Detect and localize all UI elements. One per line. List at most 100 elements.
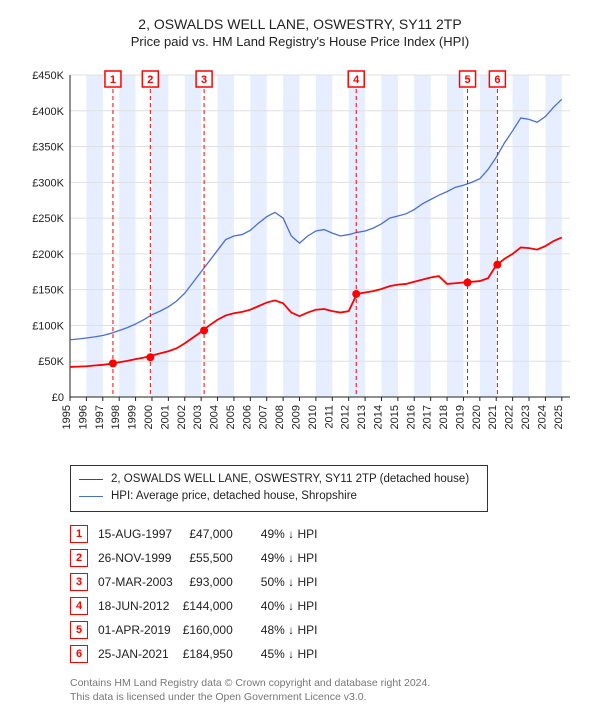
badge-icon: 5	[70, 621, 88, 639]
marker-dot	[352, 290, 360, 298]
badge-icon: 4	[70, 597, 88, 615]
marker-badge-label: 3	[201, 74, 207, 86]
x-tick-label: 2005	[225, 405, 237, 429]
row-price: £184,950	[183, 642, 261, 666]
x-tick-label: 2002	[176, 405, 188, 429]
table-row: 5 01-APR-2019£160,00048% ↓ HPI	[70, 618, 327, 642]
footnote-line: This data is licensed under the Open Gov…	[70, 690, 584, 704]
x-tick-label: 2013	[356, 405, 368, 429]
x-tick-label: 2018	[438, 405, 450, 429]
row-date: 26-NOV-1999	[98, 546, 183, 570]
x-tick-label: 2020	[471, 405, 483, 429]
marker-badge-label: 5	[464, 74, 470, 86]
y-tick-label: £450K	[32, 70, 64, 82]
row-date: 01-APR-2019	[98, 618, 183, 642]
row-price: £55,500	[183, 546, 261, 570]
x-tick-label: 2008	[274, 405, 286, 429]
y-tick-label: £250K	[32, 213, 64, 225]
x-tick-label: 1997	[94, 405, 106, 429]
legend-row: 2, OSWALDS WELL LANE, OSWESTRY, SY11 2TP…	[79, 471, 479, 488]
x-tick-label: 2003	[192, 405, 204, 429]
y-tick-label: £150K	[32, 285, 64, 297]
row-badge: 5	[70, 618, 98, 642]
row-delta: 49% ↓ HPI	[261, 546, 328, 570]
x-tick-label: 2012	[340, 405, 352, 429]
table-row: 1 15-AUG-1997£47,00049% ↓ HPI	[70, 522, 327, 546]
row-badge: 2	[70, 546, 98, 570]
x-tick-label: 2009	[291, 405, 303, 429]
marker-badge-label: 2	[147, 74, 153, 86]
footnote-line: Contains HM Land Registry data © Crown c…	[70, 676, 584, 690]
x-tick-label: 1998	[110, 405, 122, 429]
row-date: 18-JUN-2012	[98, 594, 183, 618]
y-tick-label: £50K	[38, 356, 64, 368]
x-tick-label: 2000	[143, 405, 155, 429]
marker-dot	[464, 279, 472, 287]
chart-title-block: 2, OSWALDS WELL LANE, OSWESTRY, SY11 2TP…	[16, 16, 584, 49]
marker-dot	[109, 359, 117, 367]
row-badge: 4	[70, 594, 98, 618]
table-row: 6 25-JAN-2021£184,95045% ↓ HPI	[70, 642, 327, 666]
x-tick-label: 2022	[504, 405, 516, 429]
badge-icon: 6	[70, 645, 88, 663]
title-line-1: 2, OSWALDS WELL LANE, OSWESTRY, SY11 2TP	[16, 16, 584, 32]
table-row: 4 18-JUN-2012£144,00040% ↓ HPI	[70, 594, 327, 618]
marker-dot	[493, 261, 501, 269]
row-price: £93,000	[183, 570, 261, 594]
row-price: £47,000	[183, 522, 261, 546]
x-tick-label: 2024	[536, 405, 548, 429]
y-tick-label: £100K	[32, 320, 64, 332]
x-tick-label: 2017	[422, 405, 434, 429]
x-tick-label: 1996	[77, 405, 89, 429]
legend-label: 2, OSWALDS WELL LANE, OSWESTRY, SY11 2TP…	[111, 471, 469, 488]
x-tick-label: 2015	[389, 405, 401, 429]
row-badge: 3	[70, 570, 98, 594]
badge-icon: 1	[70, 525, 88, 543]
x-tick-label: 2001	[159, 405, 171, 429]
sales-table: 115-AUG-1997£47,00049% ↓ HPI226-NOV-1999…	[70, 522, 327, 666]
row-badge: 6	[70, 642, 98, 666]
chart-svg: £0 £50K £100K £150K £200K £250K £300K £350K £400…	[16, 55, 576, 459]
x-tick-label: 2004	[209, 405, 221, 429]
row-price: £144,000	[183, 594, 261, 618]
marker-badge-label: 4	[353, 74, 360, 86]
legend-swatch-icon	[79, 496, 103, 497]
x-tick-label: 2023	[520, 405, 532, 429]
row-price: £160,000	[183, 618, 261, 642]
row-delta: 40% ↓ HPI	[261, 594, 328, 618]
x-tick-label: 2011	[323, 405, 335, 429]
marker-badge-label: 6	[494, 74, 500, 86]
row-delta: 45% ↓ HPI	[261, 642, 328, 666]
x-tick-label: 2025	[553, 405, 565, 429]
legend: 2, OSWALDS WELL LANE, OSWESTRY, SY11 2TP…	[70, 465, 488, 512]
x-tick-label: 2010	[307, 405, 319, 429]
marker-dot	[146, 353, 154, 361]
y-tick-label: £0	[52, 392, 64, 404]
x-tick-label: 1999	[127, 405, 139, 429]
x-tick-label: 2019	[454, 405, 466, 429]
row-delta: 50% ↓ HPI	[261, 570, 328, 594]
y-tick-label: £350K	[32, 142, 64, 154]
badge-icon: 3	[70, 573, 88, 591]
row-badge: 1	[70, 522, 98, 546]
y-tick-label: £400K	[32, 106, 64, 118]
x-tick-label: 2016	[405, 405, 417, 429]
table-row: 226-NOV-1999£55,50049% ↓ HPI	[70, 546, 327, 570]
x-tick-label: 2007	[258, 405, 270, 429]
row-date: 25-JAN-2021	[98, 642, 183, 666]
x-tick-label: 1995	[61, 405, 73, 429]
row-date: 07-MAR-2003	[98, 570, 183, 594]
row-date: 15-AUG-1997	[98, 522, 183, 546]
y-tick-label: £300K	[32, 177, 64, 189]
title-line-2: Price paid vs. HM Land Registry's House …	[16, 34, 584, 49]
table-row: 3 07-MAR-2003£93,00050% ↓ HPI	[70, 570, 327, 594]
marker-badge-label: 1	[110, 74, 116, 86]
x-tick-label: 2006	[241, 405, 253, 429]
legend-label: HPI: Average price, detached house, Shro…	[111, 488, 357, 505]
row-delta: 49% ↓ HPI	[261, 522, 328, 546]
row-delta: 48% ↓ HPI	[261, 618, 328, 642]
chart: £0 £50K £100K £150K £200K £250K £300K £350K £400…	[16, 55, 576, 459]
legend-row: HPI: Average price, detached house, Shro…	[79, 488, 479, 505]
y-tick-label: £200K	[32, 249, 64, 261]
x-tick-label: 2014	[372, 405, 384, 429]
